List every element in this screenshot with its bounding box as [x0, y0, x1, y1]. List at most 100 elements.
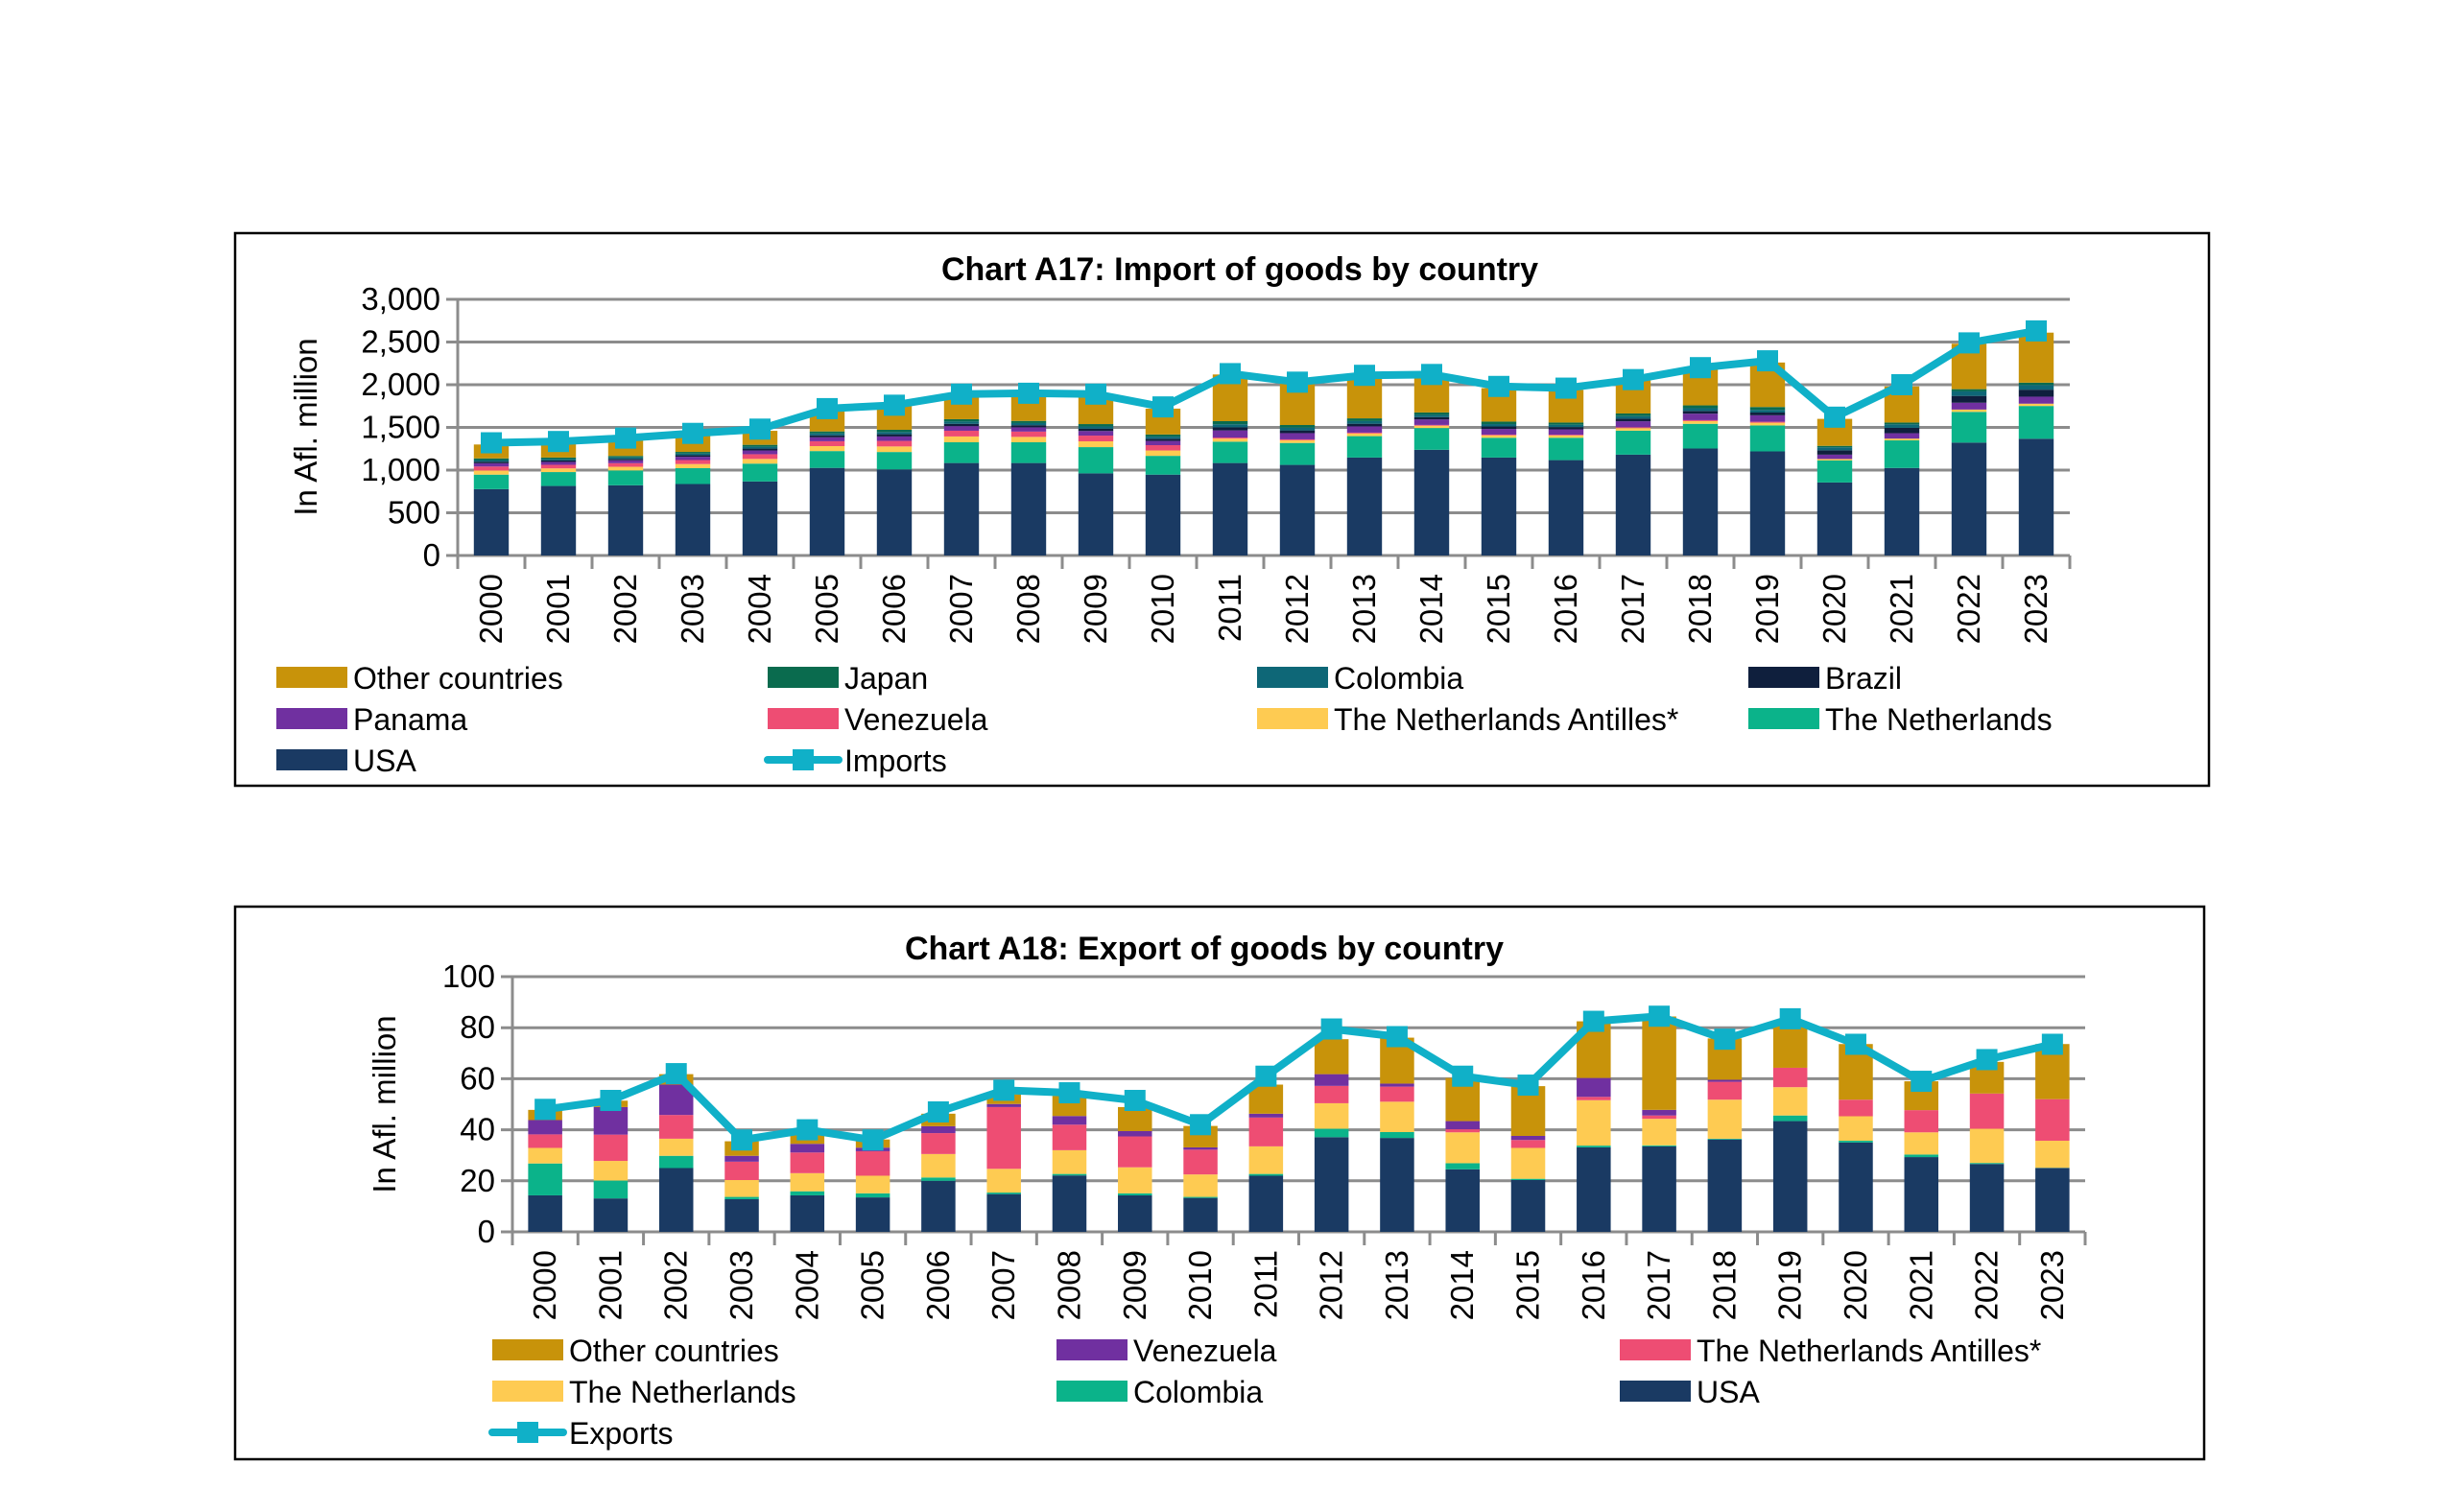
bar-segment-the-netherlands-antilles — [1772, 1067, 1808, 1088]
bar-segment-colombia — [1816, 447, 1853, 451]
line-marker — [1757, 350, 1778, 372]
bar-segment-panama — [943, 426, 980, 431]
bar-segment-colombia — [1772, 1115, 1808, 1122]
line-marker — [749, 418, 771, 440]
y-tick-label: 20 — [460, 1163, 495, 1198]
x-tick-label: 2016 — [1576, 1250, 1611, 1320]
bar-segment-panama — [607, 460, 644, 463]
x-tick-label: 2023 — [2018, 574, 2053, 644]
x-tick-label: 2017 — [1641, 1250, 1676, 1320]
bar-segment-the-netherlands — [1481, 437, 1517, 458]
bar-segment-usa — [1279, 464, 1316, 555]
bar-segment-usa — [724, 1198, 759, 1232]
line-marker — [1844, 1033, 1866, 1055]
bar-segment-the-netherlands — [607, 470, 644, 485]
bar-segment-usa — [876, 469, 913, 555]
bar-segment-colombia — [921, 1177, 956, 1181]
bar-segment-the-netherlands-antilles — [1078, 441, 1114, 448]
bar-segment-venezuela — [1248, 1113, 1284, 1118]
bar-segment-usa — [986, 1193, 1021, 1232]
bar-segment-the-netherlands-antilles — [540, 468, 577, 473]
bar-segment-the-netherlands — [1816, 460, 1853, 483]
legend-marker-swatch — [517, 1422, 538, 1443]
bar-segment-the-netherlands-antilles — [1183, 1149, 1218, 1175]
x-tick-label: 2017 — [1615, 574, 1650, 644]
bar-segment-usa — [1183, 1197, 1218, 1232]
line-marker — [1690, 357, 1711, 379]
bar-segment-the-netherlands — [1413, 428, 1450, 450]
bar-segment-the-netherlands-antilles — [1969, 1093, 2005, 1129]
x-tick-label: 2012 — [1314, 1250, 1349, 1320]
bar-segment-venezuela — [876, 440, 913, 447]
legend-item: Other countries — [276, 661, 563, 696]
bar-segment-japan — [540, 457, 577, 460]
line-marker — [951, 383, 972, 405]
bar-segment-colombia — [1615, 415, 1651, 419]
bar-segment-the-netherlands — [790, 1172, 825, 1192]
line-marker — [1488, 375, 1509, 397]
bar-segment-usa — [1951, 442, 1987, 555]
x-tick-label: 2021 — [1884, 574, 1919, 644]
bar-segment-usa — [1642, 1146, 1676, 1232]
bar-segment-usa — [1707, 1139, 1743, 1232]
bar-segment-usa — [809, 467, 845, 555]
bar-segment-usa — [1816, 482, 1853, 555]
bar-segment-other-countries — [1314, 1039, 1349, 1075]
x-tick-label: 2008 — [1010, 574, 1046, 644]
legend-label: Other countries — [569, 1334, 779, 1368]
x-tick-label: 2013 — [1346, 574, 1382, 644]
legend-label: Colombia — [1334, 661, 1463, 696]
bar-segment-the-netherlands — [2018, 406, 2054, 439]
bar-segment-usa — [1314, 1137, 1349, 1232]
import-chart: Chart A17: Import of goods by country In … — [233, 231, 2211, 788]
legend-label: Venezuela — [1133, 1334, 1277, 1368]
bar-segment-the-netherlands-antilles — [2035, 1099, 2070, 1142]
bar-segment-the-netherlands — [876, 452, 913, 470]
bar-segment-the-netherlands-antilles — [790, 1152, 825, 1173]
x-tick-label: 2016 — [1548, 574, 1583, 644]
line-marker — [1058, 1082, 1080, 1104]
y-tick-label: 1,000 — [361, 452, 440, 487]
x-tick-label: 2007 — [943, 574, 979, 644]
bar-segment-colombia — [943, 421, 980, 424]
bar-segment-japan — [607, 456, 644, 458]
bar-segment-usa — [1212, 462, 1248, 555]
bar-segment-venezuela — [1445, 1121, 1480, 1130]
bar-segment-brazil — [1816, 450, 1853, 455]
bar-segment-the-netherlands-antilles — [675, 463, 711, 468]
bar-segment-the-netherlands-antilles — [1248, 1117, 1284, 1146]
line-marker — [1354, 365, 1375, 387]
bar-segment-venezuela — [1279, 438, 1316, 440]
x-tick-label: 2020 — [1838, 1250, 1873, 1320]
bar-segment-usa — [473, 488, 510, 555]
bar-segment-usa — [855, 1197, 890, 1232]
bar-segment-the-netherlands-antilles — [1413, 425, 1450, 429]
line-exports — [544, 1012, 2053, 1145]
line-marker — [862, 1129, 884, 1151]
legend-swatch — [492, 1339, 563, 1360]
bar-segment-japan — [1145, 434, 1181, 437]
bar-segment-venezuela — [921, 1125, 956, 1134]
bar-segment-usa — [1615, 454, 1651, 555]
bar-segment-usa — [1969, 1164, 2005, 1232]
bar-segment-panama — [1682, 413, 1719, 420]
legend-label: The Netherlands — [1825, 702, 2053, 737]
bar-segment-venezuela — [540, 464, 577, 469]
bar-segment-the-netherlands-antilles — [1816, 459, 1853, 461]
line-marker — [2026, 319, 2047, 342]
bar-segment-the-netherlands — [1510, 1147, 1546, 1179]
line-marker — [1220, 363, 1241, 385]
bar-segment-colombia — [1052, 1173, 1087, 1176]
bar-segment-colombia — [658, 1155, 694, 1169]
bar-segment-panama — [1548, 429, 1584, 436]
legend-swatch — [1748, 708, 1819, 729]
legend-swatch — [276, 667, 347, 688]
line-marker — [1517, 1075, 1539, 1097]
bar-segment-colombia — [1839, 1141, 1873, 1143]
legend-item: Colombia — [1056, 1375, 1263, 1409]
legend-swatch — [1620, 1381, 1691, 1402]
x-tick-label: 2014 — [1444, 1250, 1480, 1320]
bar-segment-usa — [2035, 1168, 2070, 1232]
bar-segment-usa — [742, 481, 778, 555]
bar-segment-the-netherlands-antilles — [1642, 1115, 1676, 1120]
